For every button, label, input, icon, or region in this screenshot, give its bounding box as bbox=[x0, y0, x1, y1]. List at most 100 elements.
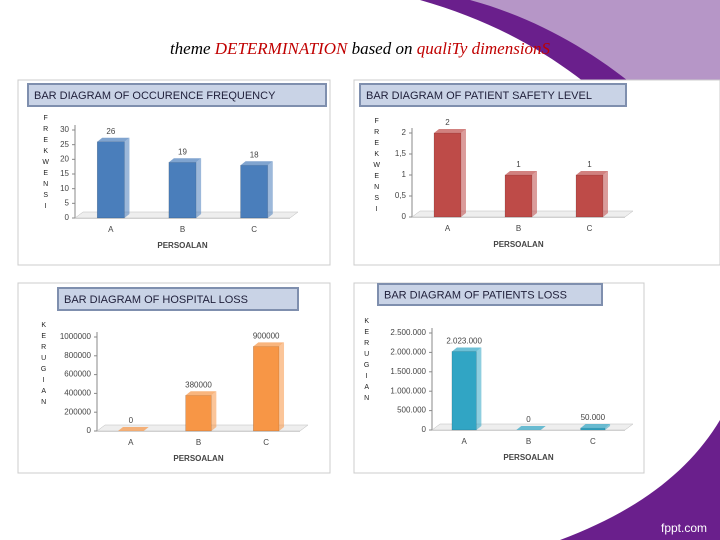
bar-side bbox=[211, 391, 217, 431]
x-axis-label: PERSOALAN bbox=[173, 454, 223, 463]
y-tick-label: 0 bbox=[402, 212, 407, 221]
y-tick-label: 25 bbox=[60, 140, 69, 149]
y-tick-label: 1000000 bbox=[60, 332, 92, 341]
bar-side bbox=[267, 161, 273, 218]
x-tick-label: A bbox=[461, 437, 467, 446]
chart-title: BAR DIAGRAM OF PATIENTS LOSS bbox=[384, 289, 567, 301]
chart-panel bbox=[353, 79, 720, 266]
y-tick-label: 30 bbox=[60, 125, 69, 134]
bar bbox=[451, 351, 477, 431]
bar bbox=[433, 132, 462, 218]
bar bbox=[575, 174, 604, 218]
bar-side bbox=[196, 158, 202, 218]
bar-side bbox=[531, 171, 537, 217]
bar-side bbox=[602, 171, 608, 217]
x-tick-label: C bbox=[263, 438, 269, 447]
chart-header bbox=[377, 283, 603, 306]
bar bbox=[580, 427, 606, 431]
bar-top bbox=[580, 424, 611, 429]
y-tick-label: 200000 bbox=[64, 407, 91, 416]
y-tick-label: 800000 bbox=[64, 351, 91, 360]
chart-title: BAR DIAGRAM OF OCCURENCE FREQUENCY bbox=[34, 90, 276, 102]
bar bbox=[240, 164, 269, 219]
chart-header bbox=[359, 83, 627, 107]
title-part: theme bbox=[170, 39, 211, 58]
data-label: 18 bbox=[250, 150, 259, 159]
bar bbox=[168, 162, 197, 219]
x-tick-label: A bbox=[128, 438, 134, 447]
data-label: 1 bbox=[516, 160, 521, 169]
y-tick-label: 0,5 bbox=[395, 191, 407, 200]
data-label: 2 bbox=[445, 118, 450, 127]
bar bbox=[96, 141, 125, 219]
y-tick-label: 10 bbox=[60, 184, 69, 193]
bar-top bbox=[240, 161, 273, 166]
bar-top bbox=[117, 427, 149, 431]
bar-top bbox=[451, 347, 482, 352]
data-label: 19 bbox=[178, 147, 187, 156]
bar-side bbox=[460, 129, 466, 217]
y-axis-label: KERUGIAN bbox=[40, 322, 47, 410]
bar-top bbox=[434, 129, 466, 133]
bar-top bbox=[168, 158, 202, 163]
y-tick-label: 1 bbox=[402, 170, 407, 179]
y-tick-label: 1.500.000 bbox=[390, 367, 426, 376]
y-tick-label: 1,5 bbox=[395, 149, 407, 158]
x-tick-label: C bbox=[590, 437, 596, 446]
x-tick-label: A bbox=[445, 224, 451, 233]
chart-header bbox=[57, 287, 299, 311]
bar bbox=[253, 346, 280, 432]
bar bbox=[504, 174, 533, 218]
x-axis-label: PERSOALAN bbox=[157, 241, 207, 250]
y-tick-label: 0 bbox=[87, 426, 92, 435]
data-label: 1 bbox=[587, 160, 592, 169]
y-tick-label: 2.000.000 bbox=[390, 348, 426, 357]
bar-top bbox=[253, 342, 285, 347]
data-label: 2.023.000 bbox=[446, 337, 482, 346]
x-axis-label: PERSOALAN bbox=[503, 453, 553, 462]
bar-top bbox=[516, 426, 546, 430]
y-axis-label: FREKWENSI bbox=[41, 115, 49, 214]
decor bbox=[560, 420, 720, 540]
title-part: qualiTy dimensionS bbox=[417, 39, 551, 58]
x-axis-label: PERSOALAN bbox=[493, 240, 543, 249]
x-tick-label: A bbox=[108, 225, 114, 234]
chart-title: BAR DIAGRAM OF PATIENT SAFETY LEVEL bbox=[366, 90, 592, 102]
title-part: based on bbox=[352, 39, 413, 58]
decor bbox=[470, 0, 720, 170]
slide-title: theme DETERMINATION based on qualiTy dim… bbox=[170, 39, 551, 58]
y-tick-label: 2 bbox=[402, 128, 407, 137]
y-tick-label: 600000 bbox=[64, 370, 91, 379]
y-tick-label: 400000 bbox=[64, 389, 91, 398]
chart-header bbox=[27, 83, 327, 107]
y-axis-label: KERUGIAN bbox=[363, 318, 370, 406]
x-tick-label: B bbox=[180, 225, 185, 234]
bar-side bbox=[124, 137, 130, 218]
data-label: 0 bbox=[129, 416, 134, 425]
x-tick-label: B bbox=[516, 224, 521, 233]
bar-top bbox=[185, 391, 217, 396]
bar-top bbox=[505, 171, 537, 175]
y-tick-label: 5 bbox=[65, 198, 70, 207]
bar bbox=[185, 395, 212, 432]
bar-top bbox=[576, 171, 608, 175]
chart-title: BAR DIAGRAM OF HOSPITAL LOSS bbox=[64, 294, 248, 306]
x-tick-label: B bbox=[526, 437, 531, 446]
y-tick-label: 500.000 bbox=[397, 406, 426, 415]
y-tick-label: 15 bbox=[60, 169, 69, 178]
y-tick-label: 2.500.000 bbox=[390, 328, 426, 337]
y-tick-label: 20 bbox=[60, 154, 69, 163]
data-label: 26 bbox=[106, 127, 115, 136]
footer: fppt.com bbox=[661, 521, 707, 535]
bar-side bbox=[476, 347, 482, 430]
bar-side bbox=[279, 342, 285, 431]
data-label: 50.000 bbox=[581, 413, 606, 422]
chart-panel bbox=[353, 282, 645, 474]
data-label: 900000 bbox=[253, 332, 280, 341]
bar-top bbox=[97, 137, 130, 142]
y-tick-label: 1.000.000 bbox=[390, 386, 426, 395]
y-axis-label: FREKWENSI bbox=[372, 118, 380, 217]
x-tick-label: C bbox=[587, 224, 593, 233]
bar-side bbox=[605, 424, 611, 430]
